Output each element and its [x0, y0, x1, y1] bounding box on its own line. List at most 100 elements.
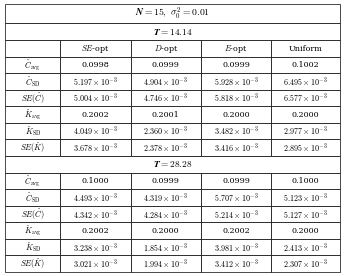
Bar	[5, 90, 60, 106]
Bar	[131, 106, 201, 123]
Bar	[60, 206, 131, 222]
Bar	[201, 239, 271, 255]
Bar	[201, 57, 271, 73]
Bar	[271, 239, 340, 255]
Bar	[201, 106, 271, 123]
Bar	[131, 206, 201, 222]
Bar	[201, 90, 271, 106]
Text: $2.977\times 10^{-3}$: $2.977\times 10^{-3}$	[283, 124, 328, 137]
Text: $4.904\times 10^{-3}$: $4.904\times 10^{-3}$	[144, 75, 188, 88]
Bar	[5, 123, 60, 139]
Bar	[271, 123, 340, 139]
Text: 0.2002: 0.2002	[82, 227, 109, 235]
Text: 0.1000: 0.1000	[82, 177, 109, 185]
Bar	[201, 190, 271, 206]
Bar	[271, 40, 340, 57]
Text: $SE(\hat{C})$: $SE(\hat{C})$	[21, 90, 45, 106]
Bar	[201, 139, 271, 156]
Bar	[131, 73, 201, 90]
Text: $\hat{C}_{\rm avg}$: $\hat{C}_{\rm avg}$	[24, 174, 41, 189]
Text: $\hat{K}_{\rm SD}$: $\hat{K}_{\rm SD}$	[24, 124, 41, 138]
Text: 0.1002: 0.1002	[292, 61, 319, 69]
Bar	[5, 139, 60, 156]
Text: $1.854\times 10^{-3}$: $1.854\times 10^{-3}$	[144, 241, 188, 254]
Text: $\hat{K}_{\rm SD}$: $\hat{K}_{\rm SD}$	[24, 240, 41, 254]
Bar	[131, 57, 201, 73]
Bar	[201, 206, 271, 222]
Bar	[5, 173, 60, 190]
Bar	[60, 90, 131, 106]
Text: $6.495\times 10^{-3}$: $6.495\times 10^{-3}$	[283, 75, 328, 88]
Text: $6.577\times 10^{-3}$: $6.577\times 10^{-3}$	[283, 92, 328, 105]
Text: 0.2002: 0.2002	[82, 110, 109, 118]
Bar	[60, 40, 131, 57]
Bar	[60, 222, 131, 239]
Text: $2.895\times 10^{-3}$: $2.895\times 10^{-3}$	[283, 141, 328, 154]
Text: $D$-opt: $D$-opt	[154, 43, 178, 55]
Text: $1.994\times 10^{-3}$: $1.994\times 10^{-3}$	[144, 257, 188, 270]
Bar	[5, 255, 60, 272]
Text: 0.1000: 0.1000	[292, 177, 319, 185]
Text: $5.928\times 10^{-3}$: $5.928\times 10^{-3}$	[214, 75, 258, 88]
Bar	[271, 73, 340, 90]
Bar	[271, 190, 340, 206]
Text: $SE(\hat{K})$: $SE(\hat{K})$	[20, 140, 46, 155]
Text: 0.2000: 0.2000	[222, 110, 250, 118]
Text: $\hat{C}_{\rm SD}$: $\hat{C}_{\rm SD}$	[25, 190, 40, 205]
Text: $\hat{C}_{\rm SD}$: $\hat{C}_{\rm SD}$	[25, 74, 40, 89]
Bar	[60, 123, 131, 139]
Bar	[5, 40, 60, 57]
Bar	[271, 206, 340, 222]
Text: $2.307\times 10^{-3}$: $2.307\times 10^{-3}$	[283, 257, 328, 270]
Text: $5.123\times 10^{-3}$: $5.123\times 10^{-3}$	[283, 191, 328, 204]
Bar	[60, 57, 131, 73]
Text: 0.2000: 0.2000	[292, 110, 319, 118]
Bar	[5, 239, 60, 255]
Text: $\boldsymbol{T = 28.28}$: $\boldsymbol{T = 28.28}$	[153, 159, 192, 169]
Text: $4.493\times 10^{-3}$: $4.493\times 10^{-3}$	[73, 191, 118, 204]
Bar	[201, 255, 271, 272]
Bar	[60, 239, 131, 255]
Text: Uniform: Uniform	[288, 45, 323, 53]
Bar	[5, 106, 60, 123]
Bar	[131, 239, 201, 255]
Bar	[131, 40, 201, 57]
Text: 0.2000: 0.2000	[292, 227, 319, 235]
Bar	[201, 73, 271, 90]
Text: $\boldsymbol{T = 14.14}$: $\boldsymbol{T = 14.14}$	[153, 27, 192, 37]
Bar	[271, 106, 340, 123]
Text: $4.049\times 10^{-3}$: $4.049\times 10^{-3}$	[73, 124, 118, 137]
Bar	[131, 255, 201, 272]
Text: $5.707\times 10^{-3}$: $5.707\times 10^{-3}$	[214, 191, 258, 204]
Bar	[60, 139, 131, 156]
Text: $5.004\times 10^{-3}$: $5.004\times 10^{-3}$	[73, 92, 118, 105]
Bar	[5, 73, 60, 90]
Text: $5.818\times 10^{-3}$: $5.818\times 10^{-3}$	[214, 92, 258, 105]
Bar	[201, 222, 271, 239]
Bar	[271, 57, 340, 73]
Bar	[60, 173, 131, 190]
Bar	[5, 4, 340, 23]
Text: $\boldsymbol{N = 15,\ \sigma_0^2 = 0.01}$: $\boldsymbol{N = 15,\ \sigma_0^2 = 0.01}…	[135, 6, 210, 22]
Bar	[60, 106, 131, 123]
Text: $4.342\times 10^{-3}$: $4.342\times 10^{-3}$	[73, 208, 118, 221]
Text: $\hat{K}_{\rm avg}$: $\hat{K}_{\rm avg}$	[24, 107, 42, 122]
Text: 0.0999: 0.0999	[222, 61, 250, 69]
Text: $2.360\times 10^{-3}$: $2.360\times 10^{-3}$	[144, 124, 188, 137]
Text: $3.021\times 10^{-3}$: $3.021\times 10^{-3}$	[73, 257, 118, 270]
Bar	[201, 173, 271, 190]
Text: $3.678\times 10^{-3}$: $3.678\times 10^{-3}$	[73, 141, 118, 154]
Bar	[271, 139, 340, 156]
Text: $\hat{K}_{\rm avg}$: $\hat{K}_{\rm avg}$	[24, 224, 42, 238]
Bar	[131, 173, 201, 190]
Bar	[271, 173, 340, 190]
Text: $3.482\times 10^{-3}$: $3.482\times 10^{-3}$	[214, 124, 258, 137]
Bar	[60, 190, 131, 206]
Text: $4.319\times 10^{-3}$: $4.319\times 10^{-3}$	[144, 191, 188, 204]
Text: 0.0999: 0.0999	[222, 177, 250, 185]
Text: 0.0999: 0.0999	[152, 61, 180, 69]
Text: $5.214\times 10^{-3}$: $5.214\times 10^{-3}$	[214, 208, 258, 221]
Bar	[201, 40, 271, 57]
Text: $\hat{C}_{\rm avg}$: $\hat{C}_{\rm avg}$	[24, 57, 41, 73]
Text: $5.127\times 10^{-3}$: $5.127\times 10^{-3}$	[283, 208, 328, 221]
